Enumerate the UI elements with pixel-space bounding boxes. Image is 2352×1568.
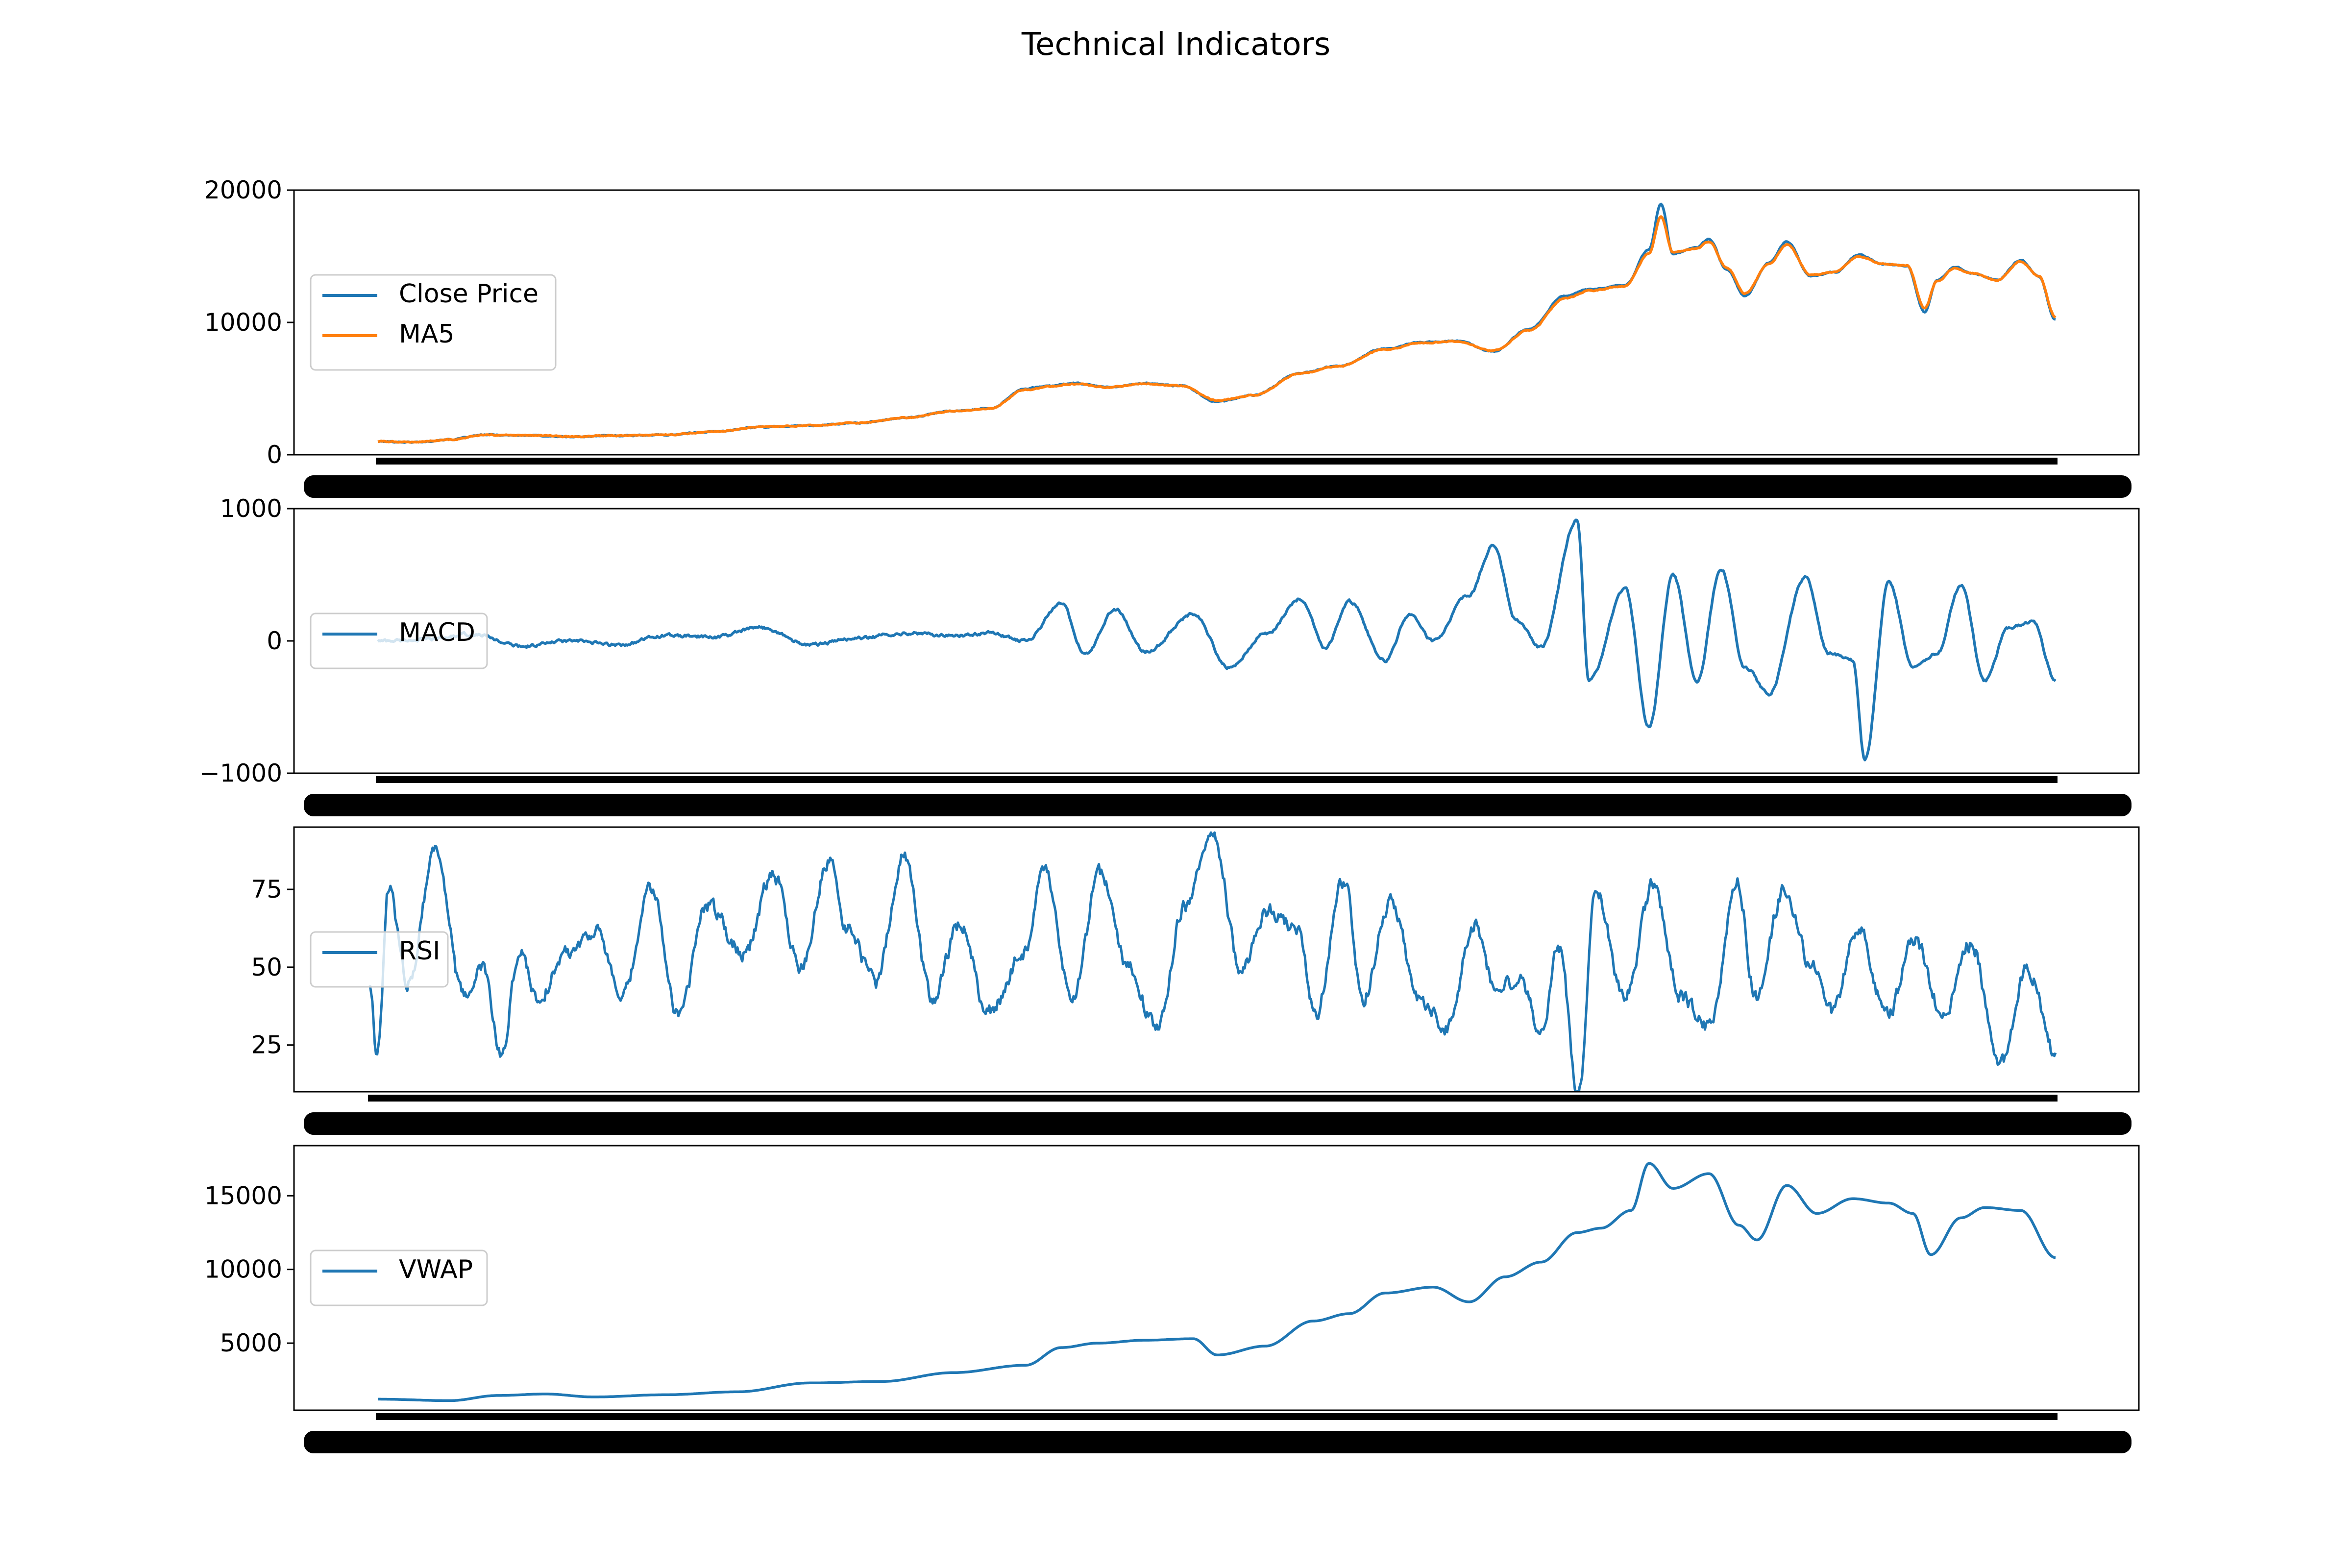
y-tick-label: 50: [251, 953, 282, 981]
series-line-ma5: [377, 215, 2057, 444]
legend-label: RSI: [399, 936, 440, 966]
x-tick-labels: [304, 1095, 2132, 1135]
legend: MACD: [310, 612, 488, 669]
x-tick-labels: [304, 458, 2132, 498]
axes-frame: [293, 189, 2140, 456]
legend: Close Price MA5: [310, 274, 557, 371]
axes-frame: [293, 1145, 2140, 1411]
y-tick-label: 15000: [204, 1181, 282, 1210]
legend-frame: [310, 274, 557, 371]
y-tick-label: 5000: [220, 1329, 282, 1357]
y-tick-label: 75: [251, 875, 282, 904]
panel-4: 5000 10000 15000 VWAP: [204, 1145, 2140, 1453]
series-line-rsi: [368, 831, 2057, 1092]
panel-3: 25 50 75 RSI: [251, 826, 2140, 1135]
legend-label: Close Price: [399, 279, 539, 309]
y-tick-label: −1000: [199, 759, 282, 787]
panel-2: −1000 0 1000 MACD: [199, 494, 2140, 816]
axes-frame: [293, 826, 2140, 1093]
y-tick-label: 0: [267, 441, 282, 469]
legend-label: MA5: [399, 319, 455, 349]
panel-1: 0 10000 20000 Close Price MA5: [204, 176, 2140, 498]
legend: RSI: [310, 931, 449, 988]
x-tick-labels: [304, 776, 2132, 816]
y-tick-label: 20000: [204, 176, 282, 204]
y-tick-label: 1000: [220, 494, 282, 523]
chart-title: Technical Indicators: [1021, 26, 1330, 63]
legend: VWAP: [310, 1250, 488, 1306]
y-tick-label: 10000: [204, 1255, 282, 1284]
y-tick-label: 25: [251, 1031, 282, 1059]
series-line-macd: [377, 518, 2057, 761]
x-tick-labels: [304, 1413, 2132, 1453]
legend-label: VWAP: [399, 1255, 473, 1284]
legend-frame: [310, 931, 449, 988]
legend-frame: [310, 1250, 488, 1306]
series-line-vwap: [377, 1162, 2056, 1402]
legend-frame: [310, 612, 488, 669]
y-tick-label: 10000: [204, 308, 282, 337]
legend-label: MACD: [399, 618, 475, 647]
y-tick-label: 0: [267, 627, 282, 655]
axes-frame: [293, 508, 2140, 774]
